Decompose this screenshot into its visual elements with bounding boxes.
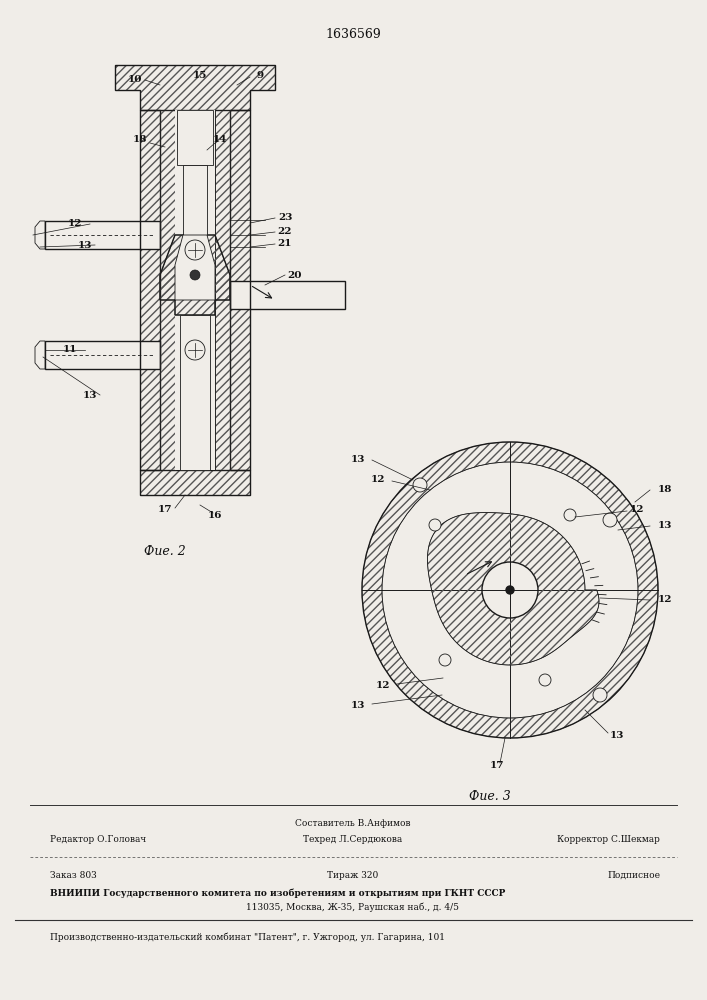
Text: Фие. 3: Фие. 3 (469, 790, 511, 803)
Text: 15: 15 (193, 70, 207, 80)
Text: Тираж 320: Тираж 320 (327, 871, 379, 880)
Text: 10: 10 (128, 76, 142, 85)
Text: Редактор О.Головач: Редактор О.Головач (50, 835, 146, 844)
Text: Производственно-издательский комбинат "Патент", г. Ужгород, ул. Гагарина, 101: Производственно-издательский комбинат "П… (50, 932, 445, 942)
Circle shape (413, 478, 427, 492)
Text: 13: 13 (78, 240, 92, 249)
Text: 12: 12 (370, 476, 385, 485)
Text: Фие. 2: Фие. 2 (144, 545, 186, 558)
Polygon shape (183, 165, 207, 235)
Text: 12: 12 (375, 680, 390, 690)
Text: 17: 17 (158, 506, 173, 514)
Circle shape (383, 463, 637, 717)
Circle shape (185, 240, 205, 260)
Polygon shape (177, 110, 213, 165)
Text: 18: 18 (658, 486, 672, 494)
Text: Техред Л.Сердюкова: Техред Л.Сердюкова (303, 835, 402, 844)
Text: 13: 13 (610, 730, 624, 740)
Polygon shape (35, 341, 45, 369)
Circle shape (603, 513, 617, 527)
Text: 13: 13 (351, 700, 365, 710)
Circle shape (593, 688, 607, 702)
Text: 13: 13 (83, 390, 97, 399)
Polygon shape (175, 110, 215, 470)
Text: 14: 14 (213, 135, 227, 144)
Text: 12: 12 (630, 506, 645, 514)
Polygon shape (45, 221, 160, 249)
Text: 13: 13 (658, 520, 672, 530)
Text: 17: 17 (490, 760, 505, 770)
Polygon shape (230, 281, 345, 309)
Text: 1636569: 1636569 (325, 28, 381, 41)
Text: 16: 16 (208, 510, 222, 520)
Circle shape (482, 562, 538, 618)
Text: 20: 20 (288, 270, 303, 279)
Circle shape (185, 340, 205, 360)
Circle shape (190, 270, 200, 280)
Circle shape (564, 509, 576, 521)
Text: 9: 9 (257, 70, 264, 80)
Text: 18: 18 (133, 135, 147, 144)
Text: Составитель В.Анфимов: Составитель В.Анфимов (296, 819, 411, 828)
Circle shape (539, 674, 551, 686)
Text: Подписное: Подписное (607, 871, 660, 880)
Text: 23: 23 (278, 213, 292, 222)
Text: 12: 12 (68, 219, 82, 228)
Polygon shape (175, 235, 215, 300)
Polygon shape (180, 315, 210, 470)
Circle shape (506, 586, 514, 594)
Circle shape (439, 654, 451, 666)
Text: 11: 11 (63, 346, 77, 355)
Text: 13: 13 (351, 456, 365, 464)
Text: 22: 22 (278, 227, 292, 235)
Polygon shape (45, 341, 160, 369)
Text: 113035, Москва, Ж-35, Раушская наб., д. 4/5: 113035, Москва, Ж-35, Раушская наб., д. … (247, 902, 460, 912)
Text: 21: 21 (278, 238, 292, 247)
Text: Заказ 803: Заказ 803 (50, 871, 97, 880)
Polygon shape (35, 221, 45, 249)
Circle shape (429, 519, 441, 531)
Text: 12: 12 (658, 595, 672, 604)
Text: ВНИИПИ Государственного комитета по изобретениям и открытиям при ГКНТ СССР: ВНИИПИ Государственного комитета по изоб… (50, 888, 506, 898)
Text: Корректор С.Шекмар: Корректор С.Шекмар (557, 835, 660, 844)
